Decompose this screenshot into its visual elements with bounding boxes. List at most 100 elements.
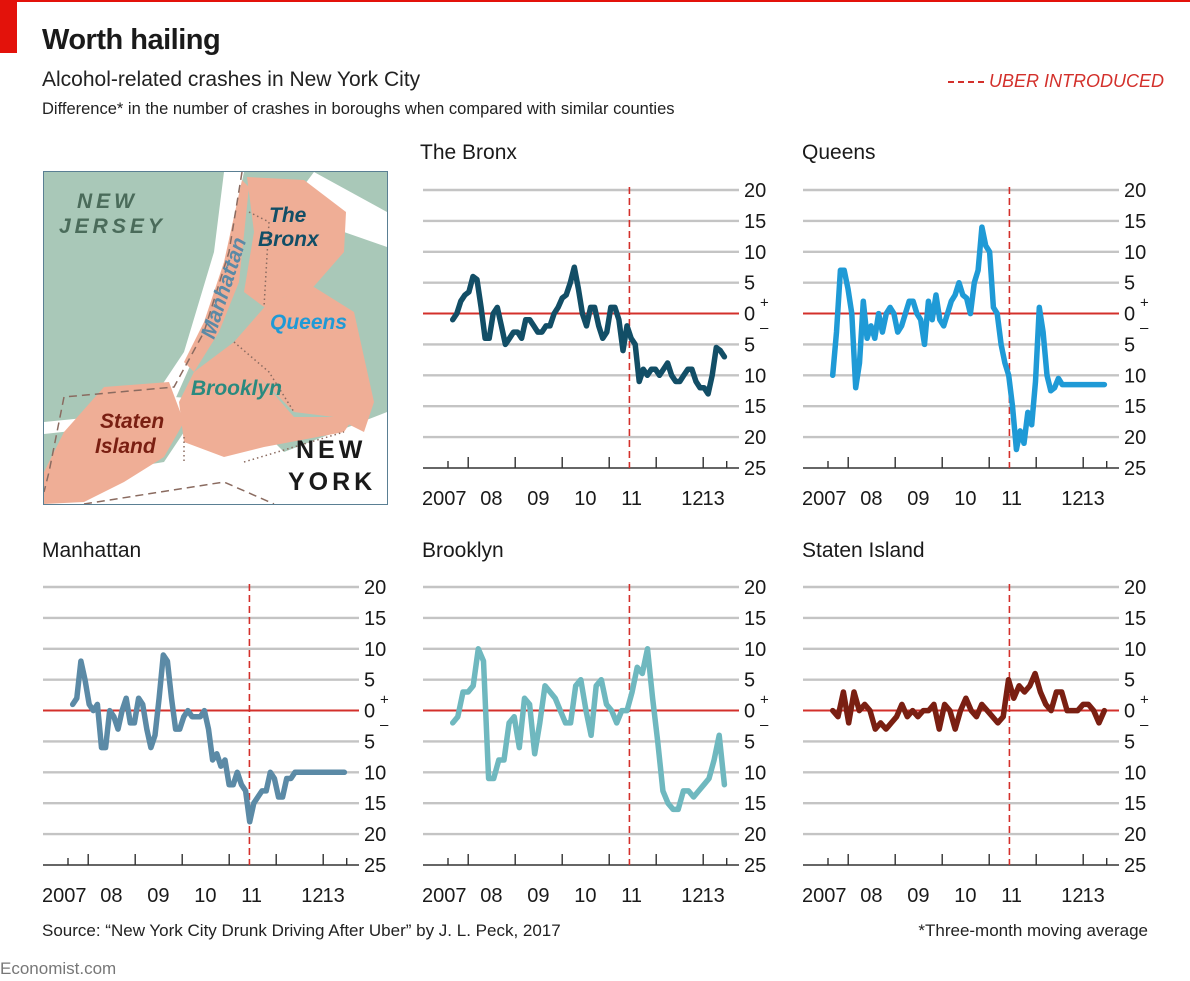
y-tick-label: 25 (364, 855, 386, 877)
y-tick-label: 15 (744, 396, 766, 418)
y-tick-label: 5 (1124, 731, 1135, 753)
chart-title: Worth hailing (42, 24, 221, 56)
y-tick-label: 15 (1124, 396, 1146, 418)
y-tick-label: 20 (1124, 577, 1146, 599)
x-tick-label: 08 (480, 885, 502, 907)
map-brooklyn (179, 342, 354, 457)
map-borough-borders (183, 211, 345, 463)
series-line-queens (829, 224, 1108, 453)
y-tick-label: 0 (744, 304, 755, 326)
y-tick-label: 25 (1124, 855, 1146, 877)
x-tick-label: 09 (527, 488, 549, 510)
y-tick-label: 15 (744, 793, 766, 815)
x-tick-label: 13 (323, 885, 345, 907)
y-tick-label: 20 (364, 824, 386, 846)
dashed-line-icon (948, 80, 984, 83)
y-tick-label: 10 (1124, 242, 1146, 264)
y-tick-label: 20 (744, 180, 766, 202)
y-tick-label: 20 (1124, 180, 1146, 202)
x-tick-label: 12 (681, 885, 703, 907)
y-tick-label: 5 (1124, 670, 1135, 692)
map-label-staten-1: Staten (100, 410, 164, 433)
panel-title-the-bronx: The Bronx (420, 141, 517, 164)
minus-sign: – (380, 717, 389, 734)
y-tick-label: 20 (744, 577, 766, 599)
y-tick-label: 15 (744, 608, 766, 630)
panel-title-manhattan: Manhattan (42, 539, 142, 562)
y-tick-label: 5 (364, 670, 375, 692)
y-tick-label: 10 (1124, 762, 1146, 784)
y-tick-label: 0 (364, 701, 375, 723)
map-water-hudson (44, 172, 244, 434)
map-label-queens: Queens (270, 311, 347, 334)
x-tick-label: 09 (147, 885, 169, 907)
series-line-manhattan (69, 652, 348, 825)
legend-uber: UBER INTRODUCED (948, 71, 1164, 92)
y-tick-label: 10 (1124, 365, 1146, 387)
y-tick-label: 15 (364, 608, 386, 630)
chart-description: Difference* in the number of crashes in … (42, 100, 675, 118)
x-tick-label: 2007 (422, 488, 467, 510)
legend-label: UBER INTRODUCED (989, 71, 1165, 91)
map-label-brooklyn: Brooklyn (191, 377, 282, 400)
x-tick-label: 10 (954, 885, 976, 907)
map-label-bronx-2: Bronx (258, 228, 320, 251)
plus-sign: + (760, 692, 769, 709)
minus-sign: – (1140, 320, 1149, 337)
footnote: *Three-month moving average (918, 921, 1148, 940)
map-queens (234, 287, 374, 432)
x-tick-label: 11 (621, 885, 642, 907)
map-label-new-jersey-2: JERSEY (59, 215, 166, 238)
x-tick-label: 12 (301, 885, 323, 907)
map-water-east (299, 172, 387, 247)
y-tick-label: 5 (744, 731, 755, 753)
chart-subtitle: Alcohol-related crashes in New York City (42, 68, 421, 91)
x-tick-label: 2007 (42, 885, 87, 907)
source-note: Source: “New York City Drunk Driving Aft… (42, 921, 561, 940)
panel-title-staten-island: Staten Island (802, 539, 925, 562)
y-tick-label: 25 (1124, 458, 1146, 480)
y-tick-label: 5 (1124, 334, 1135, 356)
y-tick-label: 5 (1124, 273, 1135, 295)
y-tick-label: 15 (1124, 211, 1146, 233)
x-tick-label: 2007 (802, 488, 847, 510)
top-rule (0, 0, 1190, 2)
y-tick-label: 10 (744, 639, 766, 661)
y-tick-label: 10 (744, 762, 766, 784)
x-tick-label: 08 (100, 885, 122, 907)
y-tick-label: 10 (1124, 639, 1146, 661)
x-tick-label: 10 (954, 488, 976, 510)
x-tick-label: 11 (621, 488, 642, 510)
y-tick-label: 10 (744, 242, 766, 264)
x-tick-label: 11 (1001, 488, 1022, 510)
map-label-staten-2: Island (95, 435, 157, 458)
brand-credit: Economist.com (0, 959, 117, 978)
series-line-brooklyn (449, 646, 728, 813)
plus-sign: + (380, 692, 389, 709)
plus-sign: + (1140, 692, 1149, 709)
x-tick-label: 08 (860, 885, 882, 907)
panel-title-queens: Queens (802, 141, 876, 164)
nyc-map: NEW JERSEY The Bronx Manhattan Queens Br… (43, 171, 388, 505)
plus-sign: + (1140, 295, 1149, 312)
x-tick-label: 09 (907, 488, 929, 510)
y-tick-label: 5 (744, 334, 755, 356)
y-tick-label: 5 (744, 670, 755, 692)
x-tick-label: 12 (681, 488, 703, 510)
map-label-bronx-1: The (269, 204, 307, 227)
x-tick-label: 09 (527, 885, 549, 907)
map-state-border (44, 172, 275, 504)
y-tick-label: 5 (364, 731, 375, 753)
x-tick-label: 13 (703, 488, 725, 510)
x-tick-label: 08 (860, 488, 882, 510)
y-tick-label: 25 (744, 855, 766, 877)
y-tick-label: 20 (744, 427, 766, 449)
series-line-staten-island (829, 670, 1108, 732)
y-tick-label: 20 (1124, 427, 1146, 449)
map-label-new-york-2: YORK (288, 468, 376, 496)
brand-tab (0, 0, 17, 53)
x-tick-label: 11 (1001, 885, 1022, 907)
x-tick-label: 2007 (422, 885, 467, 907)
x-tick-label: 11 (241, 885, 262, 907)
y-tick-label: 5 (744, 273, 755, 295)
